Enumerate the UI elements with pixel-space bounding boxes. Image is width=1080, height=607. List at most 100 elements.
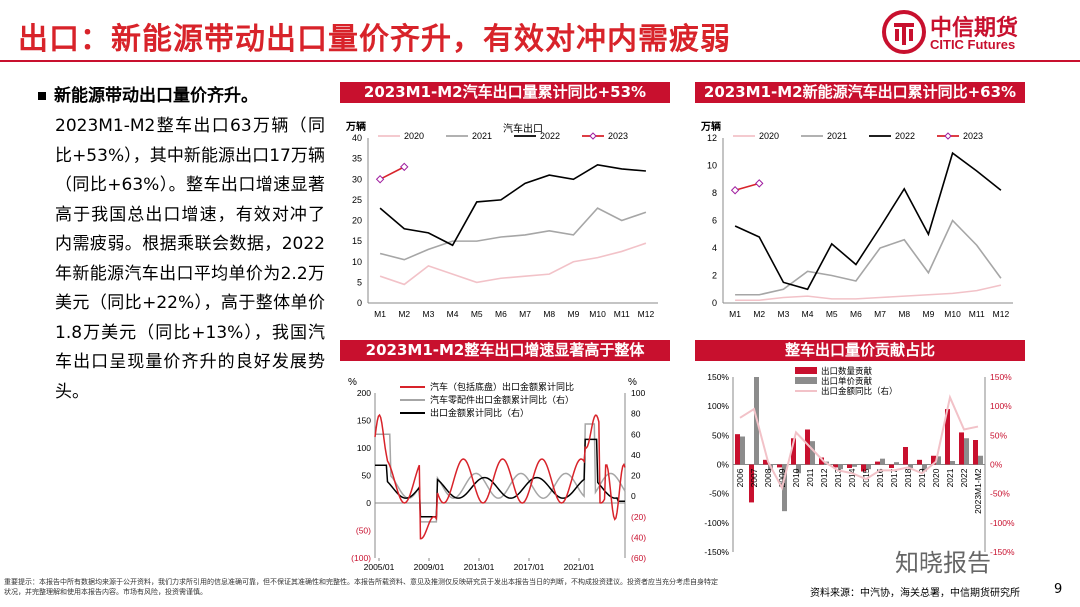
x-tick-label: 2019	[917, 468, 927, 487]
x-tick-label: M6	[495, 309, 507, 319]
x-tick-label: M11	[614, 309, 630, 319]
bullet-square-icon	[38, 92, 46, 100]
series-line-2020	[379, 242, 647, 286]
right-tick: -50%	[990, 489, 1010, 499]
y-tick-label: 10	[707, 161, 717, 171]
panel-title-contribution: 整车出口量价贡献占比	[695, 340, 1025, 361]
x-tick-label: 2014	[847, 468, 857, 487]
x-tick-label: 2013/01	[464, 562, 495, 572]
right-unit: %	[628, 377, 637, 388]
x-tick-label: M12	[993, 309, 1010, 319]
left-unit: %	[348, 377, 357, 388]
left-tick: (50)	[356, 526, 371, 536]
bar-quantity	[903, 447, 908, 465]
right-tick: 40	[631, 450, 641, 460]
y-tick-label: 10	[352, 257, 362, 267]
y-axis-unit: 万辆	[700, 120, 721, 133]
right-tick: (20)	[631, 512, 646, 522]
watermark: 知晓报告	[895, 549, 991, 577]
bullet-text: 新能源带动出口量价齐升。	[54, 86, 258, 106]
left-tick: 50%	[712, 430, 729, 440]
contribution-chart: -150% -100% -50% 0% 50% 100% 150% -150% -100% -50…	[704, 366, 1015, 557]
y-tick-label: 6	[712, 216, 717, 226]
data-point-2023	[755, 179, 764, 188]
x-tick-label: 2023M1-M2	[973, 468, 983, 514]
series-line-2023	[734, 182, 760, 192]
series-line-parts	[375, 423, 626, 523]
series-line-2021	[379, 207, 647, 261]
left-tick: 0	[366, 498, 371, 508]
x-tick-label: M1	[729, 309, 741, 319]
y-tick-label: 8	[712, 188, 717, 198]
x-tick-label: M3	[778, 309, 790, 319]
left-tick: 150%	[707, 372, 729, 382]
legend-label: 2023	[963, 131, 983, 141]
x-tick-label: M5	[826, 309, 838, 319]
bar-price	[908, 464, 913, 468]
bar-price	[740, 436, 745, 465]
x-tick-label: 2010	[791, 468, 801, 487]
bar-quantity	[735, 434, 740, 465]
bar-quantity	[861, 464, 866, 472]
growth-compare-chart: % % (100) (50) 0 50 100 150 200 (60) (40) (20) 0 20 40…	[348, 377, 646, 572]
bar-price	[838, 464, 843, 470]
legend-label: 汽车零配件出口金额累计同比（右）	[430, 394, 574, 405]
x-tick-label: M7	[519, 309, 531, 319]
left-tick: 100%	[707, 401, 729, 411]
x-tick-label: M1	[374, 309, 386, 319]
vehicle-export-chart: 0 5 10 15 20 25 30 35 40 M1 M2 M3 M4 M5 M6 M7 M8 M9 M10 M11…	[345, 120, 658, 319]
right-tick: 50%	[990, 430, 1007, 440]
x-tick-label: 2009	[777, 468, 787, 487]
bar-quantity	[959, 432, 964, 465]
bar-quantity	[833, 464, 838, 468]
source-note: 资料来源：中汽协，海关总署，中信期货研究所	[810, 588, 1020, 599]
logo-en-text: CITIC Futures	[930, 37, 1016, 52]
x-tick-label: M10	[944, 309, 961, 319]
panel-title-growth-compare: 2023M1-M2整车出口增速显著高于整体	[340, 340, 670, 361]
bar-quantity	[791, 438, 796, 465]
x-tick-label: 2017	[889, 468, 899, 487]
x-tick-label: 2021	[945, 468, 955, 487]
y-tick-label: 0	[712, 298, 717, 308]
x-tick-label: M8	[898, 309, 910, 319]
nev-export-chart: 0 2 4 6 8 10 12 M1 M2 M3 M4 M5 M6 M7 M8 M9 M10 M11 M12 万辆 20…	[700, 120, 1013, 319]
x-tick-label: M9	[568, 309, 580, 319]
x-tick-label: 2013	[833, 468, 843, 487]
x-tick-label: M10	[589, 309, 606, 319]
legend-swatch	[795, 377, 817, 384]
left-tick: 150	[357, 416, 371, 426]
x-tick-label: 2021/01	[564, 562, 595, 572]
legend-label: 出口数量贡献	[821, 366, 873, 376]
x-tick-label: M5	[471, 309, 483, 319]
right-tick: 100%	[990, 401, 1012, 411]
bar-quantity	[777, 464, 782, 468]
right-tick: (40)	[631, 532, 646, 542]
header-divider	[0, 60, 1080, 62]
bar-quantity	[917, 459, 922, 465]
legend-label: 出口金额累计同比（右）	[430, 407, 529, 418]
right-tick: -150%	[990, 547, 1015, 557]
series-line-2022	[379, 163, 646, 247]
legend-label: 2022	[895, 131, 915, 141]
legend-label: 汽车（包括底盘）出口金额累计同比	[430, 381, 574, 392]
y-tick-label: 20	[352, 216, 362, 226]
x-tick-label: 2012	[819, 468, 829, 487]
series-line-2022	[734, 151, 1002, 291]
x-tick-label: 2016	[875, 468, 885, 487]
legend-marker	[944, 132, 952, 140]
left-tick: 100	[357, 443, 371, 453]
bar-price	[880, 458, 885, 465]
right-tick: 0	[631, 491, 636, 501]
page-title: 出口：新能源带动出口量价齐升，有效对冲内需疲弱	[18, 22, 731, 57]
series-line-vehicles	[374, 413, 626, 540]
x-tick-label: M2	[398, 309, 410, 319]
y-tick-label: 35	[352, 154, 362, 164]
series-line-total	[375, 438, 625, 518]
legend-label: 2022	[540, 131, 560, 141]
right-tick: 150%	[990, 372, 1012, 382]
bar-price	[922, 464, 927, 472]
citic-logo: 中信期货 CITIC Futures	[882, 8, 1062, 56]
x-tick-label: 2015	[861, 468, 871, 487]
bar-price	[852, 464, 857, 467]
series-line-2023	[379, 166, 405, 180]
